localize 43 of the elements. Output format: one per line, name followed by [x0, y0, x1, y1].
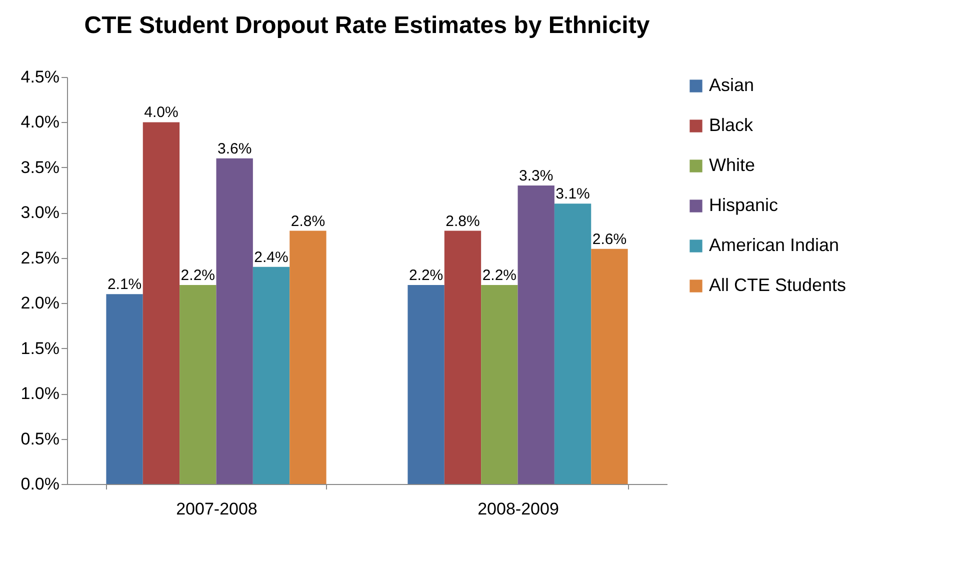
legend-label: Asian	[709, 75, 754, 95]
bar	[444, 230, 482, 484]
data-label: 2.6%	[592, 230, 627, 248]
legend-label: White	[709, 155, 756, 175]
bar	[142, 122, 180, 484]
y-tick-label: 0.0%	[20, 474, 60, 494]
data-label: 3.3%	[518, 168, 554, 185]
bar	[591, 248, 628, 484]
legend-label: Hispanic	[709, 195, 778, 215]
bar	[518, 186, 554, 484]
y-tick-label: 1.5%	[20, 338, 60, 358]
bar	[180, 285, 216, 484]
y-tick-label: 2.0%	[20, 294, 60, 313]
data-label: 3.6%	[217, 140, 252, 158]
bar	[290, 230, 326, 484]
data-label: 2.8%	[290, 212, 326, 230]
data-label: 2.2%	[482, 267, 517, 284]
y-tick-label: 3.0%	[20, 203, 60, 222]
bar	[481, 285, 518, 484]
bar	[408, 285, 444, 484]
data-label: 2.4%	[254, 248, 288, 266]
data-label: 2.8%	[446, 212, 480, 230]
y-tick-label: 4.5%	[20, 68, 60, 86]
y-tick-label: 1.0%	[20, 384, 60, 404]
chart-title: CTE Student Dropout Rate Estimates by Ethnicity	[84, 12, 650, 39]
data-label: 2.1%	[107, 276, 142, 294]
y-tick-label: 3.5%	[20, 158, 60, 177]
bar	[554, 204, 592, 484]
y-tick-label: 4.0%	[20, 112, 60, 132]
y-tick-label: 0.5%	[20, 429, 60, 448]
legend-label: All CTE Students	[709, 275, 846, 295]
x-tick-label: 2008-2009	[478, 500, 559, 518]
x-tick-label: 2007-2008	[176, 500, 258, 518]
y-tick-label: 2.5%	[20, 248, 60, 268]
data-label: 3.1%	[556, 186, 590, 203]
data-label: 4.0%	[144, 104, 178, 122]
legend-label: Black	[709, 115, 754, 135]
data-label: 2.2%	[180, 267, 216, 284]
bar	[216, 158, 253, 484]
bar	[106, 294, 143, 484]
data-label: 2.2%	[408, 267, 444, 284]
bar	[252, 266, 290, 484]
legend-label: American Indian	[709, 235, 840, 255]
